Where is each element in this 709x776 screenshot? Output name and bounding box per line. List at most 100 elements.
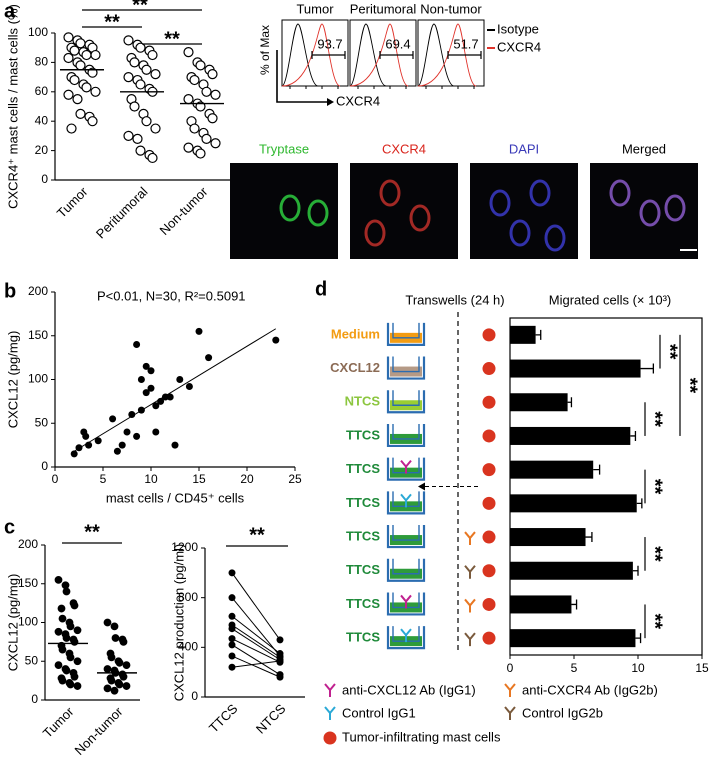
significance: **: [84, 521, 100, 543]
arrow-head: [418, 482, 425, 491]
x-tick-label: 5: [100, 472, 107, 486]
data-point: [75, 444, 83, 452]
data-point: [183, 142, 194, 153]
data-point: [205, 354, 213, 362]
data-point: [62, 666, 71, 675]
data-point: [75, 108, 86, 119]
panel-letter: b: [4, 280, 16, 302]
cxcr4-curve: [349, 23, 409, 87]
mast-cell: [482, 429, 496, 443]
pair-line: [231, 628, 281, 661]
significance: **: [659, 344, 681, 360]
data-point: [142, 362, 150, 370]
plot-frame: [509, 317, 703, 656]
data-point: [152, 402, 160, 410]
data-point: [228, 663, 236, 671]
data-point: [90, 86, 101, 97]
y-tick-label: 200: [28, 284, 48, 298]
data-point: [73, 657, 82, 666]
well: [386, 525, 426, 549]
well: [386, 457, 426, 481]
category-label: CXCL12: [330, 360, 380, 375]
gate-value: 69.4: [385, 36, 410, 51]
data-point: [72, 94, 83, 105]
cxcr4-curve: [281, 23, 341, 87]
data-point: [195, 60, 206, 71]
x-axis-label: CXCR4: [336, 93, 380, 108]
data-point: [62, 634, 71, 642]
data-point: [147, 152, 158, 164]
data-point: [73, 626, 82, 635]
data-point: [122, 682, 131, 690]
well: [386, 423, 426, 448]
data-point: [228, 641, 236, 649]
antibody-icon: [464, 565, 476, 579]
data-point: [122, 661, 131, 670]
data-point: [201, 133, 212, 144]
y-axis-label: CXCL12 production (pg/ml): [171, 544, 186, 702]
data-point: [228, 652, 236, 660]
data-point: [63, 32, 74, 43]
x-tick-label: 15: [695, 661, 709, 675]
data-point: [107, 653, 116, 662]
data-point: [115, 680, 124, 689]
cell: [544, 224, 566, 252]
data-point: [272, 336, 280, 344]
antibody-icon: [504, 683, 516, 697]
antibody-icon: [400, 460, 412, 474]
data-point: [129, 101, 140, 112]
y-tick-label: 0: [191, 689, 198, 703]
data-point: [161, 393, 169, 401]
data-point: [228, 635, 236, 643]
mast-cell: [482, 496, 496, 510]
data-point: [103, 684, 112, 693]
cell: [489, 189, 511, 217]
significance: **: [644, 546, 666, 562]
data-point: [276, 673, 284, 681]
cell: [509, 219, 531, 247]
data-point: [87, 116, 98, 127]
well: [386, 390, 426, 414]
cell: [307, 199, 329, 227]
data-point: [69, 74, 80, 86]
y-tick-label: 1200: [171, 540, 198, 554]
pair-line: [231, 624, 281, 658]
bar: [510, 393, 568, 412]
data-point: [58, 614, 67, 623]
antibody-icon: [324, 683, 336, 697]
data-point: [54, 575, 63, 584]
data-point: [176, 376, 184, 383]
bar: [510, 528, 586, 547]
data-point: [118, 441, 126, 449]
y-tick-label: 0: [31, 692, 38, 706]
x-tick-label: 25: [288, 472, 302, 486]
mast-cell: [482, 463, 496, 477]
category-label: TTCS: [346, 427, 380, 442]
data-point: [123, 71, 134, 83]
data-point: [70, 637, 79, 646]
y-axis-label: CXCL12 (pg/mg): [5, 574, 20, 672]
trend-line: [73, 328, 277, 452]
panel-letter: d: [315, 278, 327, 300]
data-point: [123, 35, 134, 46]
significance: **: [679, 378, 701, 394]
significance: **: [644, 479, 666, 495]
error-bar: [585, 532, 593, 543]
axis-arrow: [276, 50, 327, 103]
cell: [379, 179, 401, 207]
bar: [510, 359, 641, 378]
antibody-icon: [400, 493, 412, 508]
data-point: [152, 428, 160, 436]
data-point: [183, 94, 194, 105]
y-tick-label: 150: [28, 328, 48, 342]
insert: [392, 390, 420, 406]
cell: [409, 204, 431, 232]
isotype-curve: [417, 23, 455, 87]
legend-label: Tumor-infiltrating mast cells: [342, 729, 501, 744]
significance: **: [249, 524, 265, 546]
bar: [510, 629, 636, 648]
data-point: [189, 123, 200, 134]
data-point: [133, 432, 141, 440]
histogram-frame: [281, 19, 349, 87]
